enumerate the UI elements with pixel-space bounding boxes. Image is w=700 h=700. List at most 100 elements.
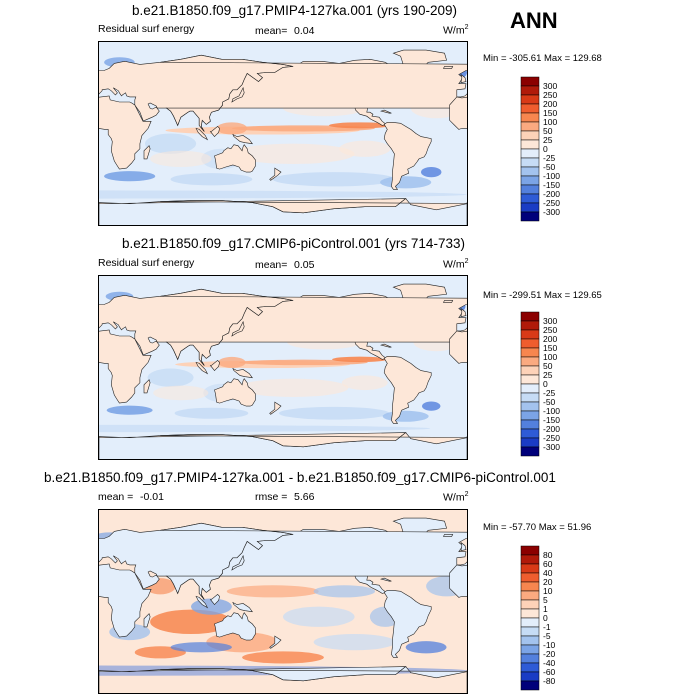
colorbar-tick-label: -250 xyxy=(543,198,560,208)
colorbar-tick-label: 200 xyxy=(543,334,557,344)
panel2-mean-label: mean= xyxy=(255,259,288,271)
colorbar-swatch xyxy=(520,356,540,367)
land-iceland xyxy=(443,66,454,69)
land-japan xyxy=(231,86,245,103)
colorbar-swatch xyxy=(520,653,540,664)
colorbar-swatch xyxy=(520,428,540,439)
land-new-zealand xyxy=(269,635,282,649)
colorbar-swatch xyxy=(520,419,540,430)
colorbar-tick-label: 80 xyxy=(543,550,553,560)
land-antarctica xyxy=(160,432,467,459)
field-anomaly-patch xyxy=(226,585,319,598)
colorbar-swatch xyxy=(520,635,540,646)
panel2-colorbar: 300 250 200 150 100 50 25 0 -25 -50 -100 -150 -200 -2… xyxy=(520,311,581,462)
field-anomaly-patch xyxy=(218,356,246,368)
colorbar-tick-label: 20 xyxy=(543,577,553,587)
colorbar-swatch xyxy=(520,121,540,132)
field-anomaly-patch xyxy=(174,407,249,419)
field-anomaly-patch xyxy=(104,171,156,182)
field-anomaly-patch xyxy=(239,359,368,366)
field-anomaly-patch xyxy=(278,406,390,420)
colorbar-tick-label: -5 xyxy=(543,631,551,641)
colorbar-swatch xyxy=(520,680,540,691)
colorbar-swatch xyxy=(520,76,540,87)
colorbar-swatch xyxy=(520,644,540,655)
colorbar-tick-label: -25 xyxy=(543,153,556,163)
field-anomaly-patch xyxy=(242,651,324,664)
panel2-variable: Residual surf energy xyxy=(98,257,195,269)
land-indonesia-1 xyxy=(195,127,209,141)
colorbar-tick-label: -150 xyxy=(543,415,560,425)
colorbar-tick-label: -10 xyxy=(543,640,556,650)
colorbar-tick-label: -100 xyxy=(543,171,560,181)
colorbar-tick-label: 40 xyxy=(543,568,553,578)
colorbar-tick-label: 300 xyxy=(543,316,557,326)
colorbar-swatch xyxy=(520,392,540,403)
panel3-title: b.e21.B1850.f09_g17.PMIP4-127ka.001 - b.… xyxy=(44,470,556,485)
panel1-map xyxy=(98,41,468,226)
land-africa xyxy=(99,329,152,404)
field-anomaly-patch xyxy=(170,173,253,186)
panel3-units: W/m2 xyxy=(443,491,469,504)
panel3-rmse-value: 5.66 xyxy=(294,491,315,503)
land-japan xyxy=(231,554,245,571)
colorbar-tick-label: 1 xyxy=(543,604,548,614)
land-africa xyxy=(449,564,467,598)
field-anomaly-patch xyxy=(216,122,248,135)
colorbar-swatch xyxy=(520,662,540,673)
land-indonesia-1 xyxy=(195,361,209,375)
panel1-units: W/m2 xyxy=(443,24,469,37)
land-australia xyxy=(214,612,256,641)
land-africa xyxy=(99,95,152,170)
panel1-mean-label: mean= xyxy=(255,25,288,37)
land-new-guinea xyxy=(232,601,253,613)
colorbar-tick-label: 250 xyxy=(543,325,557,335)
colorbar-swatch xyxy=(520,166,540,177)
colorbar-swatch xyxy=(520,545,540,556)
colorbar-tick-label: -50 xyxy=(543,162,556,172)
field-anomaly-patch xyxy=(380,176,432,189)
panel1-colorbar: 300 250 200 150 100 50 25 0 -25 -50 -100 -150 -200 -2… xyxy=(520,76,581,227)
field-anomaly-patch xyxy=(341,375,388,391)
colorbar-swatch xyxy=(520,329,540,340)
colorbar-tick-label: 10 xyxy=(543,586,553,596)
colorbar-tick-label: -40 xyxy=(543,658,556,668)
colorbar-tick-label: 60 xyxy=(543,559,553,569)
colorbar-tick-label: -50 xyxy=(543,397,556,407)
colorbar-tick-label: -300 xyxy=(543,442,560,452)
field-anomaly-patch xyxy=(313,634,396,651)
land-south-america xyxy=(383,356,432,424)
land-uk xyxy=(460,541,467,552)
colorbar-tick-label: 0 xyxy=(543,379,548,389)
colorbar-tick-label: -200 xyxy=(543,189,560,199)
colorbar-tick-label: 100 xyxy=(543,117,557,127)
land-antarctica xyxy=(160,198,467,225)
land-madagascar xyxy=(143,613,151,628)
land-uk xyxy=(460,307,467,318)
panel3-minmax: Min = -57.70 Max = 51.96 xyxy=(483,522,592,533)
colorbar-swatch xyxy=(520,130,540,141)
colorbar-swatch xyxy=(520,554,540,565)
field-anomaly-patch xyxy=(332,356,388,363)
panel3-colorbar: 80 60 40 20 10 5 1 0 -1 -5 -10 -20 -40 -60 -80 xyxy=(520,545,581,696)
colorbar-tick-label: 25 xyxy=(543,370,553,380)
colorbar-tick-label: 0 xyxy=(543,144,548,154)
colorbar-swatch xyxy=(520,563,540,574)
colorbar-tick-label: 150 xyxy=(543,343,557,353)
colorbar-tick-label: 50 xyxy=(543,361,553,371)
land-cuba xyxy=(380,109,392,114)
colorbar-swatch xyxy=(520,184,540,195)
colorbar-swatch xyxy=(520,211,540,222)
field-anomaly-patch xyxy=(238,378,349,397)
field-anomaly-patch xyxy=(272,172,396,187)
land-new-zealand xyxy=(269,401,282,415)
colorbar-tick-label: 250 xyxy=(543,90,557,100)
colorbar-swatch xyxy=(520,202,540,213)
land-africa xyxy=(449,330,467,364)
colorbar-swatch xyxy=(520,401,540,412)
colorbar-tick-label: -25 xyxy=(543,388,556,398)
field-anomaly-patch xyxy=(99,424,431,433)
field-anomaly-patch xyxy=(150,609,232,635)
colorbar-tick-label: 100 xyxy=(543,352,557,362)
field-anomaly-patch xyxy=(147,368,194,387)
